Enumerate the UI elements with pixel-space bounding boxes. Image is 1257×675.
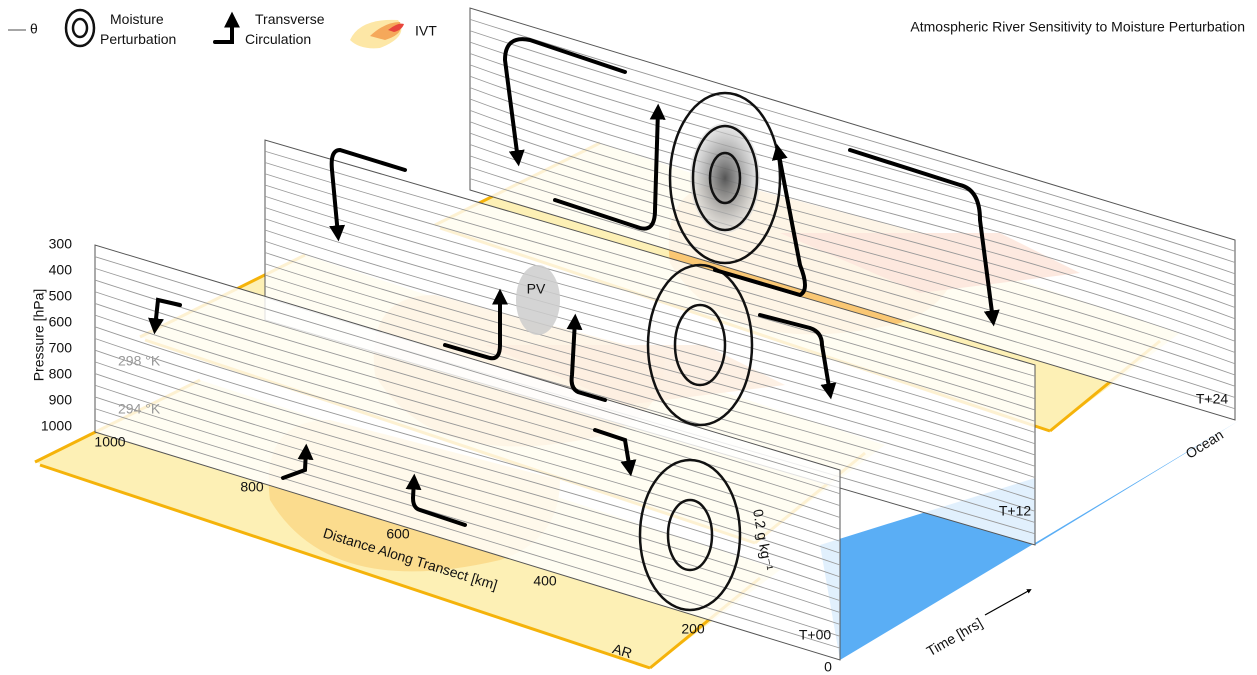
- diagram: θ MoisturePerturbation TransverseCirculati…: [0, 0, 1257, 675]
- ocean-label: Ocean: [1183, 426, 1226, 461]
- pressure-tick: 400: [49, 262, 73, 278]
- legend-moisture-swatch: [73, 19, 87, 37]
- slice-label: T+24: [1196, 391, 1229, 407]
- legend-moisture-swatch: [66, 10, 94, 46]
- title: Atmospheric River Sensitivity to Moistur…: [910, 19, 1245, 35]
- distance-tick: 400: [533, 573, 557, 589]
- pressure-tick: 800: [49, 366, 73, 382]
- pressure-tick: 700: [49, 340, 73, 356]
- distance-tick: 0: [824, 659, 832, 675]
- legend: [8, 10, 404, 48]
- pressure-tick: 1000: [41, 418, 72, 434]
- moisture-core: [690, 123, 760, 233]
- isentrope-label: 294 °K: [118, 401, 161, 417]
- legend-theta: θ: [30, 21, 38, 37]
- distance-tick: 600: [386, 526, 410, 542]
- time-axis-label: Time [hrs]: [924, 615, 985, 660]
- pv-label: PV: [527, 281, 546, 297]
- pressure-tick: 900: [49, 392, 73, 408]
- time-arrow: [985, 590, 1030, 615]
- pressure-tick: 300: [49, 236, 73, 252]
- pressure-tick: 600: [49, 314, 73, 330]
- distance-tick: 1000: [94, 434, 125, 450]
- legend-circulation-swatch: [215, 18, 232, 42]
- pressure-axis-label: Pressure [hPa]: [31, 289, 47, 382]
- distance-tick: 200: [681, 621, 705, 637]
- isentrope-label: 298 °K: [118, 353, 161, 369]
- pv-region: [516, 265, 560, 335]
- slice-label: T+12: [999, 503, 1032, 519]
- distance-tick: 800: [240, 479, 264, 495]
- pressure-tick: 500: [49, 288, 73, 304]
- legend-ivt: IVT: [415, 23, 437, 39]
- slice-label: T+00: [799, 627, 832, 643]
- slices: [35, 8, 1235, 668]
